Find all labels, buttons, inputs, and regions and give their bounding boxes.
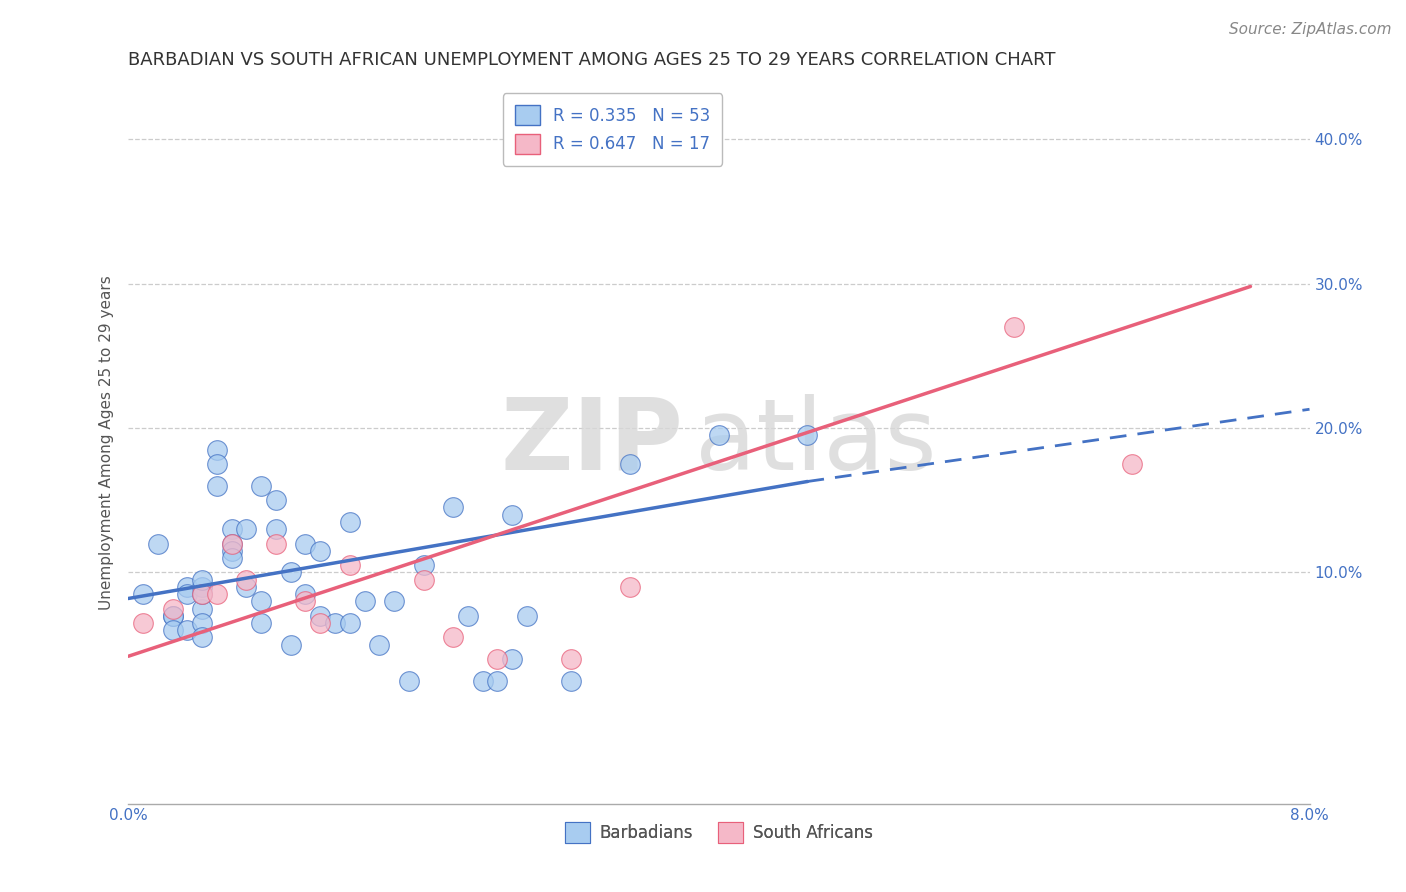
- Point: [205, 587, 228, 601]
- Point: [162, 601, 184, 615]
- Point: [382, 594, 405, 608]
- Point: [280, 566, 302, 580]
- Point: [191, 587, 214, 601]
- Point: [191, 601, 214, 615]
- Point: [1121, 457, 1143, 471]
- Point: [132, 615, 155, 630]
- Point: [176, 580, 198, 594]
- Point: [501, 508, 523, 522]
- Point: [619, 580, 641, 594]
- Point: [221, 536, 243, 550]
- Point: [235, 522, 257, 536]
- Point: [176, 624, 198, 638]
- Point: [162, 624, 184, 638]
- Point: [412, 558, 434, 573]
- Text: Source: ZipAtlas.com: Source: ZipAtlas.com: [1229, 22, 1392, 37]
- Point: [191, 631, 214, 645]
- Point: [368, 638, 391, 652]
- Point: [339, 615, 361, 630]
- Point: [457, 608, 479, 623]
- Point: [294, 536, 316, 550]
- Point: [294, 587, 316, 601]
- Point: [221, 551, 243, 566]
- Point: [323, 615, 346, 630]
- Point: [221, 544, 243, 558]
- Point: [294, 594, 316, 608]
- Point: [221, 536, 243, 550]
- Point: [560, 673, 582, 688]
- Point: [560, 652, 582, 666]
- Point: [205, 457, 228, 471]
- Point: [796, 428, 818, 442]
- Point: [235, 573, 257, 587]
- Point: [412, 573, 434, 587]
- Point: [191, 587, 214, 601]
- Legend: Barbadians, South Africans: Barbadians, South Africans: [558, 816, 880, 849]
- Point: [309, 608, 332, 623]
- Point: [191, 580, 214, 594]
- Point: [250, 594, 273, 608]
- Point: [250, 615, 273, 630]
- Point: [441, 631, 464, 645]
- Point: [250, 479, 273, 493]
- Point: [1002, 320, 1025, 334]
- Point: [191, 615, 214, 630]
- Point: [501, 652, 523, 666]
- Point: [132, 587, 155, 601]
- Point: [162, 608, 184, 623]
- Point: [516, 608, 538, 623]
- Point: [486, 673, 509, 688]
- Point: [280, 638, 302, 652]
- Point: [398, 673, 420, 688]
- Point: [264, 522, 287, 536]
- Point: [221, 522, 243, 536]
- Text: atlas: atlas: [695, 394, 936, 491]
- Point: [264, 536, 287, 550]
- Point: [235, 580, 257, 594]
- Point: [441, 500, 464, 515]
- Point: [264, 493, 287, 508]
- Point: [162, 608, 184, 623]
- Point: [353, 594, 375, 608]
- Point: [191, 573, 214, 587]
- Y-axis label: Unemployment Among Ages 25 to 29 years: Unemployment Among Ages 25 to 29 years: [100, 275, 114, 610]
- Point: [471, 673, 494, 688]
- Text: BARBADIAN VS SOUTH AFRICAN UNEMPLOYMENT AMONG AGES 25 TO 29 YEARS CORRELATION CH: BARBADIAN VS SOUTH AFRICAN UNEMPLOYMENT …: [128, 51, 1056, 69]
- Point: [205, 442, 228, 457]
- Point: [339, 515, 361, 529]
- Point: [619, 457, 641, 471]
- Point: [486, 652, 509, 666]
- Point: [309, 544, 332, 558]
- Text: ZIP: ZIP: [501, 394, 683, 491]
- Point: [309, 615, 332, 630]
- Point: [205, 479, 228, 493]
- Point: [707, 428, 730, 442]
- Point: [146, 536, 169, 550]
- Point: [176, 587, 198, 601]
- Point: [339, 558, 361, 573]
